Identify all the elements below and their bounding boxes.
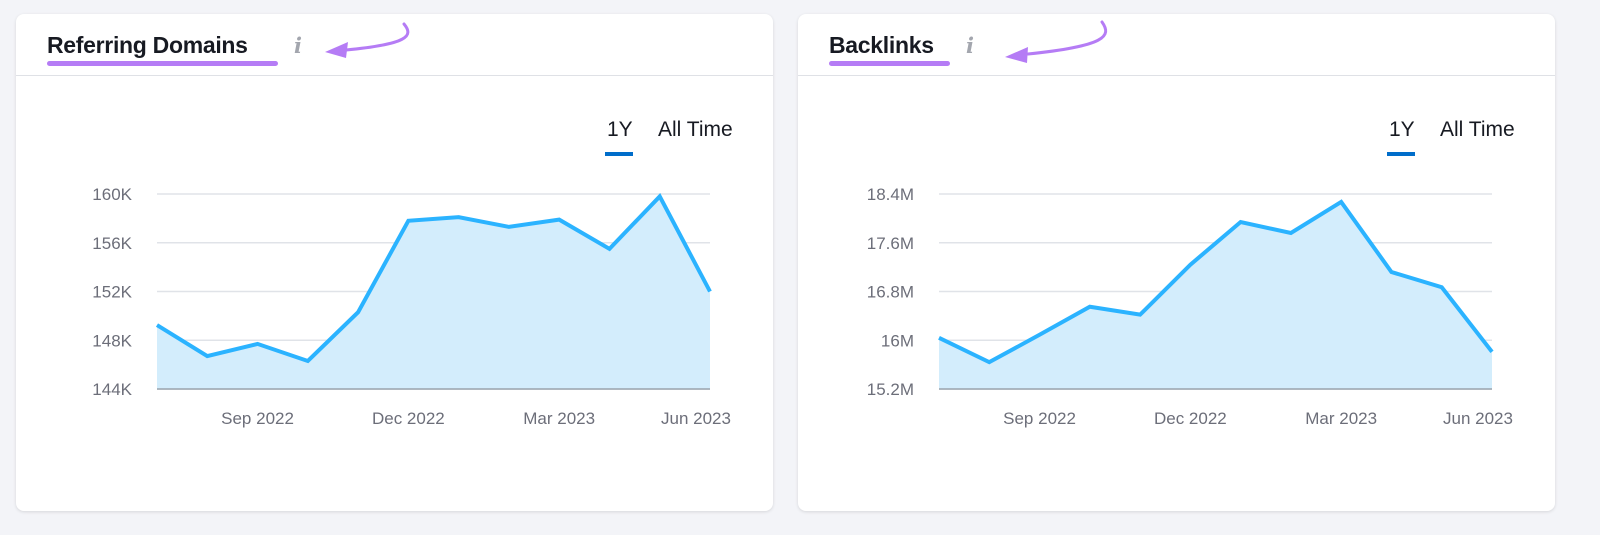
active-tab-indicator — [605, 152, 633, 156]
x-tick-label: Jun 2023 — [661, 409, 731, 428]
tab-label: 1Y — [1389, 118, 1415, 141]
tab-all-time[interactable]: All Time — [1440, 118, 1515, 142]
y-tick-label: 144K — [92, 380, 132, 399]
y-tick-label: 16.8M — [867, 283, 914, 302]
area-fill — [157, 196, 710, 389]
backlinks-chart: 18.4M 17.6M 16.8M 16M 15.2M Sep 2022 Dec 2022 M… — [867, 185, 1513, 428]
tab-label: All Time — [1440, 118, 1515, 141]
active-tab-indicator — [1387, 152, 1415, 156]
y-tick-label: 18.4M — [867, 185, 914, 204]
title-underline-annotation — [47, 61, 278, 66]
y-tick-label: 152K — [92, 283, 132, 302]
x-tick-label: Mar 2023 — [523, 409, 595, 428]
card-header: Referring Domains i — [16, 14, 773, 76]
x-tick-label: Mar 2023 — [1305, 409, 1377, 428]
area-fill — [939, 201, 1492, 389]
tab-label: 1Y — [607, 118, 633, 141]
tab-all-time[interactable]: All Time — [658, 118, 733, 142]
backlinks-card: Backlinks i 1Y All Time 18.4M 17.6M 16.8M 1… — [798, 14, 1555, 511]
referring-domains-card: Referring Domains i 1Y All Time 160K 156K… — [16, 14, 773, 511]
card-title: Referring Domains — [47, 32, 248, 58]
x-tick-label: Sep 2022 — [1003, 409, 1076, 428]
y-tick-label: 16M — [881, 331, 914, 350]
info-icon[interactable]: i — [966, 33, 974, 58]
x-tick-label: Sep 2022 — [221, 409, 294, 428]
annotation-arrow-icon — [1005, 20, 1108, 63]
tab-1y[interactable]: 1Y — [1387, 118, 1415, 156]
card-header: Backlinks i — [798, 14, 1555, 76]
y-tick-label: 15.2M — [867, 380, 914, 399]
x-tick-label: Jun 2023 — [1443, 409, 1513, 428]
card-title: Backlinks — [829, 32, 934, 58]
y-tick-label: 156K — [92, 234, 132, 253]
annotation-arrow-icon — [325, 22, 410, 58]
y-tick-label: 148K — [92, 331, 132, 350]
tab-1y[interactable]: 1Y — [605, 118, 633, 156]
info-icon[interactable]: i — [294, 33, 302, 58]
x-tick-label: Dec 2022 — [372, 409, 445, 428]
referring-domains-chart: 160K 156K 152K 148K 144K Sep 2022 Dec 2022 Mar … — [92, 185, 731, 428]
series-line — [938, 199, 1494, 365]
series-line — [155, 193, 712, 364]
title-underline-annotation — [829, 61, 950, 66]
y-tick-label: 160K — [92, 185, 132, 204]
y-tick-label: 17.6M — [867, 234, 914, 253]
x-tick-label: Dec 2022 — [1154, 409, 1227, 428]
tab-label: All Time — [658, 118, 733, 141]
